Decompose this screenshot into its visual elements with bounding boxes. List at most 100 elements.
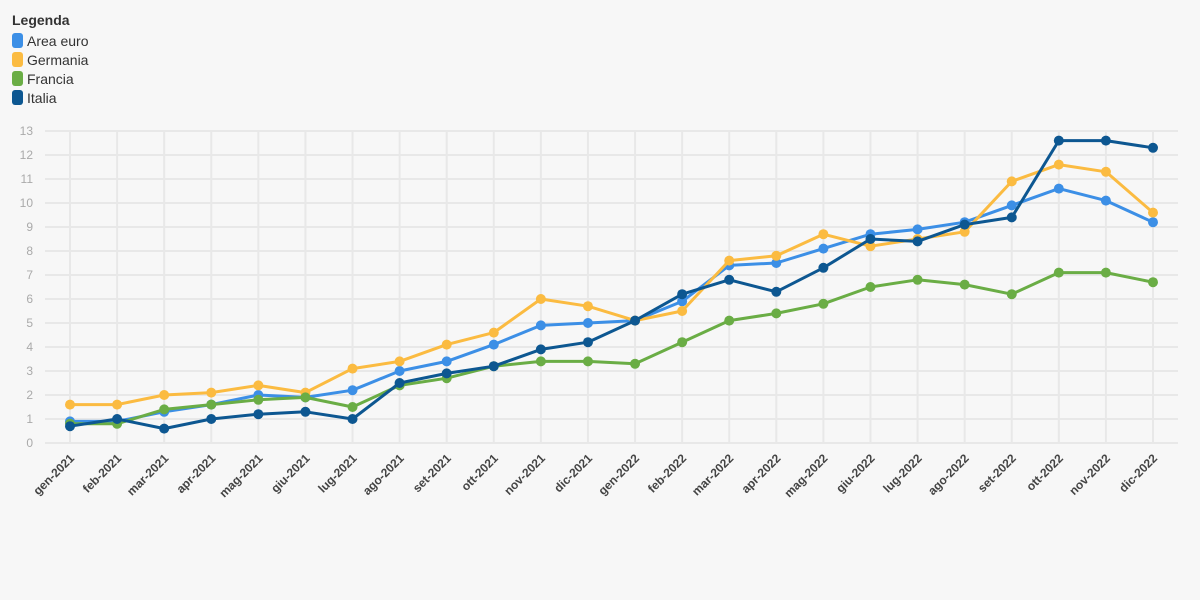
data-point[interactable] bbox=[441, 339, 452, 350]
legend-swatch-francia bbox=[12, 71, 23, 86]
x-tick-label: set-2022 bbox=[975, 451, 1019, 495]
data-point[interactable] bbox=[1148, 217, 1158, 228]
data-point[interactable] bbox=[535, 356, 546, 367]
data-point[interactable] bbox=[1100, 195, 1111, 206]
data-point[interactable] bbox=[488, 339, 499, 350]
data-point[interactable] bbox=[630, 358, 641, 369]
data-point[interactable] bbox=[206, 414, 217, 424]
data-point[interactable] bbox=[1006, 289, 1017, 300]
data-point[interactable] bbox=[959, 279, 970, 290]
data-point[interactable] bbox=[771, 258, 782, 268]
legend-label-germania: Germania bbox=[27, 51, 89, 68]
data-point[interactable] bbox=[394, 356, 405, 367]
legend-item-francia[interactable]: Francia bbox=[12, 69, 88, 88]
data-point[interactable] bbox=[582, 318, 593, 328]
data-point[interactable] bbox=[1006, 212, 1017, 223]
data-point[interactable] bbox=[1053, 159, 1064, 170]
data-point[interactable] bbox=[582, 356, 593, 367]
data-point[interactable] bbox=[912, 236, 923, 247]
data-point[interactable] bbox=[630, 315, 641, 326]
data-point[interactable] bbox=[1148, 277, 1158, 288]
data-point[interactable] bbox=[488, 361, 499, 372]
legend-label-italia: Italia bbox=[27, 89, 57, 106]
data-point[interactable] bbox=[677, 337, 688, 348]
data-point[interactable] bbox=[677, 296, 688, 307]
data-point[interactable] bbox=[535, 344, 546, 355]
data-point[interactable] bbox=[912, 274, 923, 285]
data-point[interactable] bbox=[1100, 166, 1111, 177]
data-point[interactable] bbox=[206, 387, 217, 398]
data-point[interactable] bbox=[347, 402, 358, 412]
legend-swatch-italia bbox=[12, 90, 23, 105]
data-point[interactable] bbox=[1053, 267, 1064, 278]
data-point[interactable] bbox=[159, 423, 170, 434]
data-point[interactable] bbox=[771, 286, 782, 297]
data-point[interactable] bbox=[724, 315, 735, 326]
data-point[interactable] bbox=[488, 327, 499, 338]
x-tick-label: mar-2022 bbox=[689, 451, 736, 498]
data-point[interactable] bbox=[441, 368, 452, 379]
data-point[interactable] bbox=[865, 241, 876, 252]
data-point[interactable] bbox=[582, 301, 593, 312]
data-point[interactable] bbox=[912, 224, 923, 235]
data-point[interactable] bbox=[677, 306, 688, 316]
y-tick-label: 1 bbox=[26, 412, 33, 426]
data-point[interactable] bbox=[159, 390, 170, 400]
x-tick-label: nov-2022 bbox=[1066, 451, 1113, 498]
data-point[interactable] bbox=[1053, 183, 1064, 194]
data-point[interactable] bbox=[582, 337, 593, 348]
data-point[interactable] bbox=[865, 282, 876, 292]
data-point[interactable] bbox=[394, 378, 405, 388]
data-point[interactable] bbox=[1053, 135, 1064, 146]
data-point[interactable] bbox=[1006, 200, 1017, 211]
data-point[interactable] bbox=[347, 414, 358, 424]
data-point[interactable] bbox=[1006, 176, 1017, 187]
x-tick-label: ago-2021 bbox=[360, 451, 407, 498]
data-point[interactable] bbox=[441, 356, 452, 367]
data-point[interactable] bbox=[253, 394, 264, 405]
data-point[interactable] bbox=[771, 250, 782, 261]
data-point[interactable] bbox=[818, 229, 829, 240]
data-point[interactable] bbox=[724, 274, 735, 285]
series-line bbox=[70, 271, 1154, 426]
legend-item-germania[interactable]: Germania bbox=[12, 50, 88, 69]
data-point[interactable] bbox=[112, 399, 123, 410]
data-point[interactable] bbox=[535, 294, 546, 304]
x-tick-label: lug-2022 bbox=[880, 451, 925, 496]
data-point[interactable] bbox=[253, 380, 264, 391]
data-point[interactable] bbox=[347, 385, 358, 396]
data-point[interactable] bbox=[724, 255, 735, 266]
data-point[interactable] bbox=[253, 409, 264, 420]
legend-item-area-euro[interactable]: Area euro bbox=[12, 31, 88, 50]
data-point[interactable] bbox=[1100, 135, 1111, 146]
data-point[interactable] bbox=[394, 366, 405, 376]
data-point[interactable] bbox=[1148, 142, 1158, 153]
data-point[interactable] bbox=[818, 262, 829, 273]
series-line bbox=[69, 139, 1154, 431]
data-point[interactable] bbox=[959, 219, 970, 230]
data-point[interactable] bbox=[1100, 267, 1111, 278]
data-point[interactable] bbox=[818, 243, 829, 254]
data-point[interactable] bbox=[771, 308, 782, 319]
y-tick-label: 5 bbox=[26, 316, 33, 330]
data-point[interactable] bbox=[112, 414, 123, 424]
series-line bbox=[70, 187, 1154, 423]
y-tick-label: 8 bbox=[26, 244, 33, 258]
data-point[interactable] bbox=[300, 406, 311, 417]
legend-item-italia[interactable]: Italia bbox=[12, 88, 88, 107]
y-tick-label: 3 bbox=[26, 364, 33, 378]
data-point[interactable] bbox=[865, 234, 876, 244]
data-point[interactable] bbox=[65, 399, 75, 410]
data-point[interactable] bbox=[1148, 207, 1158, 218]
data-point[interactable] bbox=[959, 226, 970, 237]
data-point[interactable] bbox=[818, 298, 829, 309]
data-point[interactable] bbox=[347, 363, 358, 374]
data-point[interactable] bbox=[677, 289, 688, 300]
data-point[interactable] bbox=[65, 421, 75, 432]
data-point[interactable] bbox=[300, 392, 311, 403]
data-point[interactable] bbox=[535, 320, 546, 331]
data-point[interactable] bbox=[206, 399, 217, 410]
data-point[interactable] bbox=[159, 404, 170, 415]
